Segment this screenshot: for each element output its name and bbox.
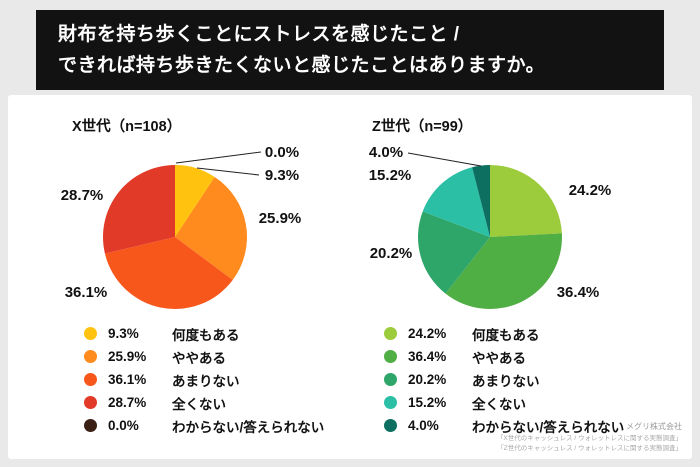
- legend-row: 25.9% ややある: [84, 345, 324, 368]
- slice-percent-label: 4.0%: [369, 144, 403, 161]
- legend-percent: 36.1%: [108, 372, 147, 387]
- pie-slice: [175, 176, 247, 281]
- slice-percent-label: 0.0%: [265, 144, 299, 161]
- legend-row: 20.2% あまりない: [384, 368, 624, 391]
- slice-percent-label: 20.2%: [370, 245, 413, 262]
- legend-percent: 20.2%: [408, 372, 447, 387]
- legend-row: 4.0% わからない/答えられない: [384, 414, 624, 437]
- pie-slice: [175, 165, 215, 237]
- company-name: メグリ株式会社: [626, 422, 682, 432]
- legend-label: あまりない: [472, 373, 540, 389]
- legend-color-dot: [384, 350, 397, 363]
- legend-row: 24.2% 何度もある: [384, 322, 624, 345]
- chart-panel-z-gen: Z世代（n=99） 24.2% 36.4% 20.2% 15.2% 4.0% 24.2%…: [350, 95, 692, 459]
- legend-row: 36.4% ややある: [384, 345, 624, 368]
- label-leader-line: [175, 151, 262, 164]
- slice-percent-label: 28.7%: [61, 187, 104, 204]
- pie-slice: [445, 233, 563, 310]
- legend-color-dot: [384, 419, 397, 432]
- label-leader-line: [407, 152, 482, 167]
- title-line-2: できれば持ち歩きたくないと感じたことはありますか。: [58, 55, 546, 76]
- pie-chart-z-gen: 24.2% 36.4% 20.2% 15.2% 4.0%: [369, 144, 612, 310]
- chart-title-x-gen: X世代（n=108）: [72, 119, 182, 135]
- legend-label: 全くない: [472, 396, 526, 412]
- legend-percent: 36.4%: [408, 349, 447, 364]
- legend-label: ややある: [472, 350, 526, 366]
- label-leader-line: [196, 167, 260, 176]
- source-note: メグリ株式会社 「X世代のキャッシュレス / ウォレットレスに関する実態調査」 …: [497, 421, 682, 454]
- legend-percent: 15.2%: [408, 395, 447, 410]
- legend-color-dot: [384, 396, 397, 409]
- legend-z-gen: 24.2% 何度もある 36.4% ややある 20.2% あまりない 15.2% 全くない 4.…: [384, 322, 624, 437]
- legend-label: わからない/答えられない: [472, 419, 625, 435]
- legend-percent: 9.3%: [108, 326, 139, 341]
- legend-color-dot: [384, 327, 397, 340]
- legend-color-dot: [84, 373, 97, 386]
- legend-row: 15.2% 全くない: [384, 391, 624, 414]
- legend-color-dot: [84, 327, 97, 340]
- legend-color-dot: [84, 419, 97, 432]
- source-line-2: 「Z世代のキャッシュレス / ウォレットレスに関する実態調査」: [497, 444, 682, 452]
- slice-percent-label: 9.3%: [265, 167, 299, 184]
- legend-percent: 4.0%: [408, 418, 439, 433]
- legend-label: 何度もある: [472, 327, 540, 343]
- pie-slice: [472, 165, 490, 237]
- legend-row: 36.1% あまりない: [84, 368, 324, 391]
- slice-percent-label: 15.2%: [369, 167, 412, 184]
- chart-panel-x-gen: X世代（n=108） 9.3% 25.9% 36.1% 28.7% 0.0% 9.3% 何…: [8, 95, 350, 459]
- source-line-1: 「X世代のキャッシュレス / ウォレットレスに関する実態調査」: [496, 434, 682, 442]
- legend-label: 全くない: [172, 396, 226, 412]
- pie-slice: [418, 211, 490, 294]
- legend-percent: 24.2%: [408, 326, 447, 341]
- slice-percent-label: 25.9%: [259, 210, 302, 227]
- pie-chart-x-gen: 9.3% 25.9% 36.1% 28.7% 0.0%: [61, 144, 302, 309]
- legend-row: 9.3% 何度もある: [84, 322, 324, 345]
- legend-row: 0.0% わからない/答えられない: [84, 414, 324, 437]
- legend-percent: 28.7%: [108, 395, 147, 410]
- pie-slice: [422, 167, 490, 237]
- legend-percent: 0.0%: [108, 418, 139, 433]
- legend-color-dot: [84, 350, 97, 363]
- legend-color-dot: [384, 373, 397, 386]
- slice-percent-label: 24.2%: [569, 182, 612, 199]
- chart-title-z-gen: Z世代（n=99）: [372, 119, 473, 135]
- legend-color-dot: [84, 396, 97, 409]
- chart-card: X世代（n=108） 9.3% 25.9% 36.1% 28.7% 0.0% 9.3% 何…: [8, 95, 692, 459]
- legend-label: あまりない: [172, 373, 240, 389]
- legend-label: わからない/答えられない: [172, 419, 325, 435]
- pie-slice: [103, 165, 175, 254]
- slice-percent-label: 36.4%: [557, 284, 600, 301]
- slice-percent-label: 36.1%: [65, 284, 108, 301]
- pie-slice: [490, 165, 562, 237]
- legend-label: 何度もある: [172, 327, 240, 343]
- title-line-1: 財布を持ち歩くことにストレスを感じたこと /: [58, 24, 460, 45]
- legend-percent: 25.9%: [108, 349, 147, 364]
- legend-label: ややある: [172, 350, 226, 366]
- legend-x-gen: 9.3% 何度もある 25.9% ややある 36.1% あまりない 28.7% 全くない 0.0…: [84, 322, 324, 437]
- pie-slice: [104, 237, 233, 309]
- legend-row: 28.7% 全くない: [84, 391, 324, 414]
- title-banner: 財布を持ち歩くことにストレスを感じたこと / できれば持ち歩きたくないと感じたこ…: [36, 10, 664, 90]
